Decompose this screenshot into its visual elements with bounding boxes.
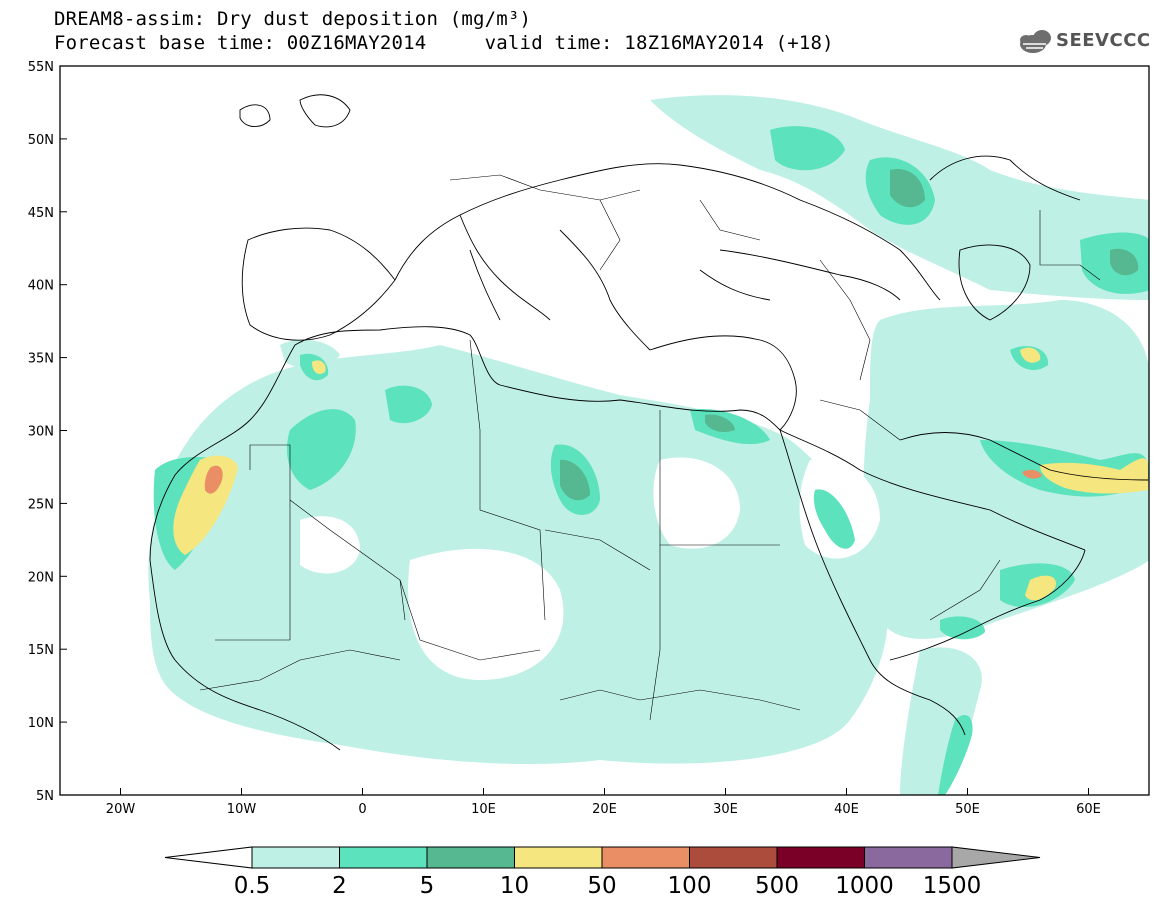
- map-title: DREAM8-assim: Dry dust deposition (mg/m³…: [54, 8, 532, 30]
- colorbar-segment: [601, 846, 690, 869]
- colorbar-label: 500: [755, 873, 799, 899]
- lon-tick-label: 20W: [106, 802, 136, 817]
- colorbar-segment: [864, 846, 953, 869]
- colorbar-segment: [251, 846, 340, 869]
- colorbar-label: 1000: [835, 873, 894, 899]
- lon-tick-label: 20E: [592, 802, 617, 817]
- lon-tick-label: 10E: [471, 802, 496, 817]
- dust-field-layer: [148, 95, 1149, 795]
- colorbar: 0.5 2 5 10 50 100 500 1000 1500: [164, 846, 1041, 899]
- axis-ticks: 20W 10W 0 10E 20E 30E 40E 50E 60E 55N 50N 45N 40N 35N…: [28, 60, 1101, 817]
- colorbar-segment: [776, 846, 865, 869]
- lon-tick-label: 10W: [227, 802, 257, 817]
- lon-tick-label: 30E: [713, 802, 738, 817]
- lat-tick-label: 25N: [28, 497, 54, 512]
- lat-tick-label: 55N: [28, 60, 54, 75]
- lat-tick-label: 35N: [28, 352, 54, 367]
- colorbar-under-arrow: [164, 846, 253, 869]
- seevccc-logo-text: SEEVCCC: [1056, 30, 1151, 51]
- border-layer: [199, 174, 1101, 721]
- lat-tick-label: 50N: [28, 133, 54, 148]
- colorbar-label: 5: [420, 873, 435, 899]
- lat-tick-label: 40N: [28, 279, 54, 294]
- colorbar-label: 2: [332, 873, 347, 899]
- lat-tick-label: 10N: [28, 716, 54, 731]
- cloud-logo-icon: [1020, 30, 1051, 53]
- coastline-layer: [149, 94, 1149, 751]
- lon-tick-label: 0: [358, 802, 366, 817]
- colorbar-segment: [426, 846, 515, 869]
- lat-tick-label: 45N: [28, 206, 54, 221]
- colorbar-label: 50: [587, 873, 616, 899]
- lon-tick-label: 60E: [1076, 802, 1101, 817]
- colorbar-segment: [689, 846, 778, 869]
- colorbar-label: 10: [500, 873, 529, 899]
- colorbar-label: 100: [668, 873, 712, 899]
- colorbar-over-arrow: [951, 846, 1041, 869]
- lon-tick-label: 50E: [955, 802, 980, 817]
- colorbar-segment: [339, 846, 428, 869]
- lon-tick-label: 40E: [834, 802, 859, 817]
- colorbar-segment: [514, 846, 603, 869]
- lat-tick-label: 15N: [28, 643, 54, 658]
- lat-tick-label: 20N: [28, 570, 54, 585]
- forecast-time-line: Forecast base time: 00Z16MAY2014 valid t…: [54, 32, 834, 54]
- lat-tick-label: 30N: [28, 425, 54, 440]
- colorbar-label: 0.5: [234, 873, 271, 899]
- lat-tick-label: 5N: [36, 789, 54, 804]
- colorbar-label: 1500: [923, 873, 982, 899]
